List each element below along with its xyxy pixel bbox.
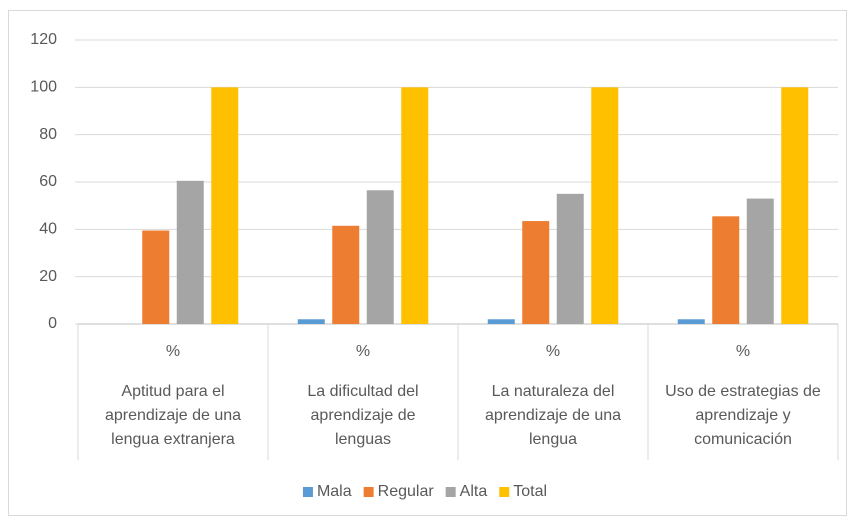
sub-category-label: % — [356, 343, 370, 360]
y-tick-label: 40 — [39, 221, 57, 238]
legend-label: Mala — [317, 483, 352, 500]
bar — [677, 319, 705, 324]
bar — [142, 230, 170, 324]
category-label: Aptitud para el — [121, 383, 224, 400]
category-label: comunicación — [694, 431, 792, 448]
bar — [297, 319, 325, 324]
legend-swatch — [302, 487, 313, 497]
bar — [522, 221, 550, 324]
category-label: lengua — [529, 431, 577, 448]
bar — [556, 193, 584, 324]
category-label: lengua extranjera — [111, 431, 235, 448]
y-tick-label: 0 — [48, 315, 57, 332]
category-label: La dificultad del — [307, 383, 418, 400]
bar — [746, 198, 774, 324]
legend-label: Alta — [460, 483, 488, 500]
category-label: aprendizaje y — [695, 407, 790, 424]
y-tick-label: 20 — [39, 268, 57, 285]
sub-category-label: % — [166, 343, 180, 360]
bar — [591, 87, 619, 324]
legend-label: Total — [513, 483, 547, 500]
category-label: aprendizaje de una — [485, 407, 621, 424]
sub-category-label: % — [546, 343, 560, 360]
y-tick-label: 120 — [30, 31, 57, 48]
bar — [332, 225, 360, 324]
bar — [366, 190, 394, 324]
bar — [712, 216, 740, 324]
legend-swatch — [363, 487, 374, 497]
category-label: La naturaleza del — [492, 383, 615, 400]
y-tick-label: 80 — [39, 126, 57, 143]
bar — [211, 87, 239, 324]
bar — [401, 87, 429, 324]
bar — [781, 87, 809, 324]
category-label: Uso de estrategias de — [665, 383, 821, 400]
y-tick-label: 100 — [30, 79, 57, 96]
bar — [487, 319, 515, 324]
category-label: lenguas — [335, 431, 391, 448]
legend-swatch — [499, 487, 510, 497]
category-label: aprendizaje de una — [105, 407, 241, 424]
sub-category-label: % — [736, 343, 750, 360]
legend-swatch — [445, 487, 456, 497]
bar — [176, 180, 204, 324]
category-label: aprendizaje de — [311, 407, 416, 424]
y-tick-label: 60 — [39, 173, 57, 190]
legend-label: Regular — [378, 483, 435, 500]
